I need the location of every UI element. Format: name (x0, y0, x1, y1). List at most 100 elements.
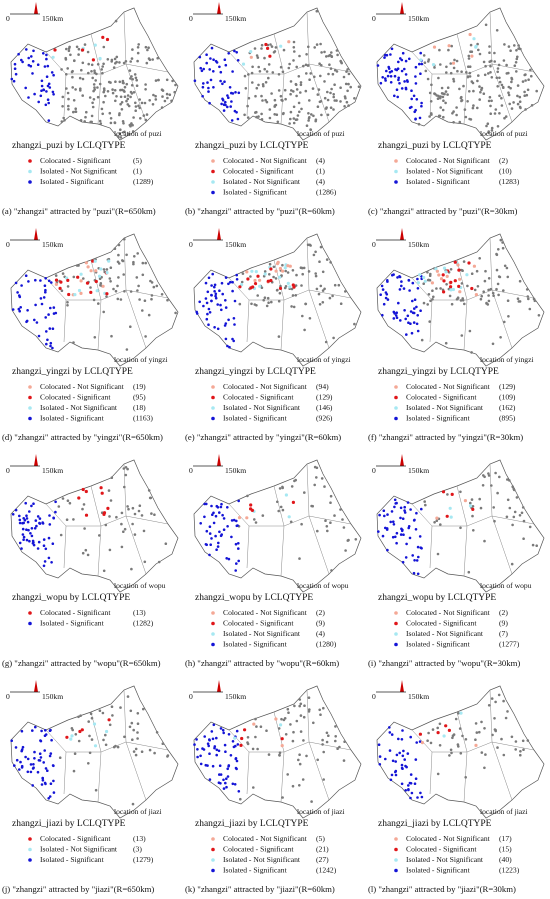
site-dot (276, 500, 279, 504)
site-dot (214, 294, 217, 298)
site-dot (67, 47, 71, 50)
site-dot (416, 314, 419, 317)
site-dot (386, 548, 389, 552)
site-dot (302, 739, 305, 742)
site-dot (442, 266, 447, 270)
site-dot (506, 299, 510, 302)
site-dot (314, 250, 317, 254)
site-dot (44, 288, 47, 292)
site-dot (429, 100, 433, 103)
site-dot (519, 750, 522, 753)
site-dot (499, 238, 503, 242)
site-dot (397, 60, 400, 64)
site-dot (116, 297, 120, 301)
site-dot (227, 52, 230, 55)
site-dot (30, 527, 34, 530)
site-dot (304, 89, 308, 93)
site-dot (418, 116, 422, 120)
site-dot (240, 736, 244, 741)
site-dot (219, 534, 223, 538)
site-dot (384, 757, 387, 761)
site-dot (130, 75, 133, 78)
site-dot (280, 717, 283, 721)
site-dot (439, 277, 444, 281)
site-dot (25, 48, 28, 51)
site-dot (136, 737, 139, 740)
site-dot (295, 273, 298, 277)
site-dot (130, 567, 133, 571)
site-dot (404, 789, 407, 792)
north-arrow (217, 680, 221, 692)
site-dot (449, 71, 453, 75)
site-dot (132, 260, 135, 264)
site-dot (514, 748, 517, 751)
scale-start: 0 (189, 240, 193, 249)
site-dot (489, 112, 492, 115)
site-dot (336, 747, 339, 750)
site-dot (330, 569, 333, 572)
site-dot (439, 106, 442, 109)
site-dot (467, 261, 471, 265)
site-dot (449, 280, 453, 284)
site-dot (81, 551, 85, 555)
site-dot (93, 744, 98, 748)
site-dot (235, 562, 238, 565)
site-dot (37, 540, 41, 544)
site-dot (483, 475, 486, 479)
site-dot (205, 529, 209, 533)
site-dot (392, 520, 395, 523)
site-dot (27, 63, 31, 67)
site-dot (77, 47, 81, 51)
site-dot (49, 752, 53, 755)
legend-marker (211, 159, 215, 163)
site-dot (338, 745, 341, 749)
site-dot (237, 516, 242, 520)
site-dot (379, 81, 383, 85)
site-dot (508, 479, 511, 482)
site-dot (44, 277, 47, 280)
site-dot (92, 298, 96, 302)
site-dot (456, 743, 460, 746)
site-dot (236, 524, 239, 527)
site-dot (18, 295, 22, 299)
site-dot (208, 311, 212, 314)
north-arrow (400, 454, 404, 466)
site-dot (81, 61, 85, 65)
site-dot (509, 49, 512, 52)
site-dot (252, 722, 256, 726)
legend-marker (211, 847, 215, 852)
site-dot (126, 94, 130, 97)
site-dot (394, 760, 397, 763)
site-dot (518, 279, 522, 283)
site-dot (91, 259, 95, 263)
site-dot (211, 513, 214, 516)
site-dot (482, 60, 486, 64)
site-dot (444, 101, 447, 105)
site-dot (265, 70, 269, 73)
site-dot (17, 52, 20, 56)
site-dot (308, 99, 311, 102)
site-dot (431, 298, 434, 301)
north-arrow (217, 228, 221, 240)
site-dot (395, 311, 398, 314)
site-dot (239, 743, 243, 747)
site-dot (436, 552, 440, 556)
site-dot (398, 82, 401, 85)
site-dot (516, 94, 519, 98)
site-dot (435, 519, 439, 522)
boundary (432, 289, 535, 301)
legend-count: (40) (499, 855, 512, 864)
site-dot (280, 744, 284, 748)
scale-end: 150km (225, 14, 246, 23)
site-dot (535, 544, 538, 547)
site-dot (277, 335, 281, 338)
site-dot (480, 294, 483, 298)
site-dot (227, 733, 231, 736)
site-dot (521, 506, 525, 509)
site-dot (216, 327, 220, 331)
scale-start: 0 (6, 466, 10, 475)
site-dot (281, 263, 284, 267)
site-dot (413, 307, 416, 310)
site-dot (279, 723, 283, 727)
site-dot (435, 516, 439, 520)
